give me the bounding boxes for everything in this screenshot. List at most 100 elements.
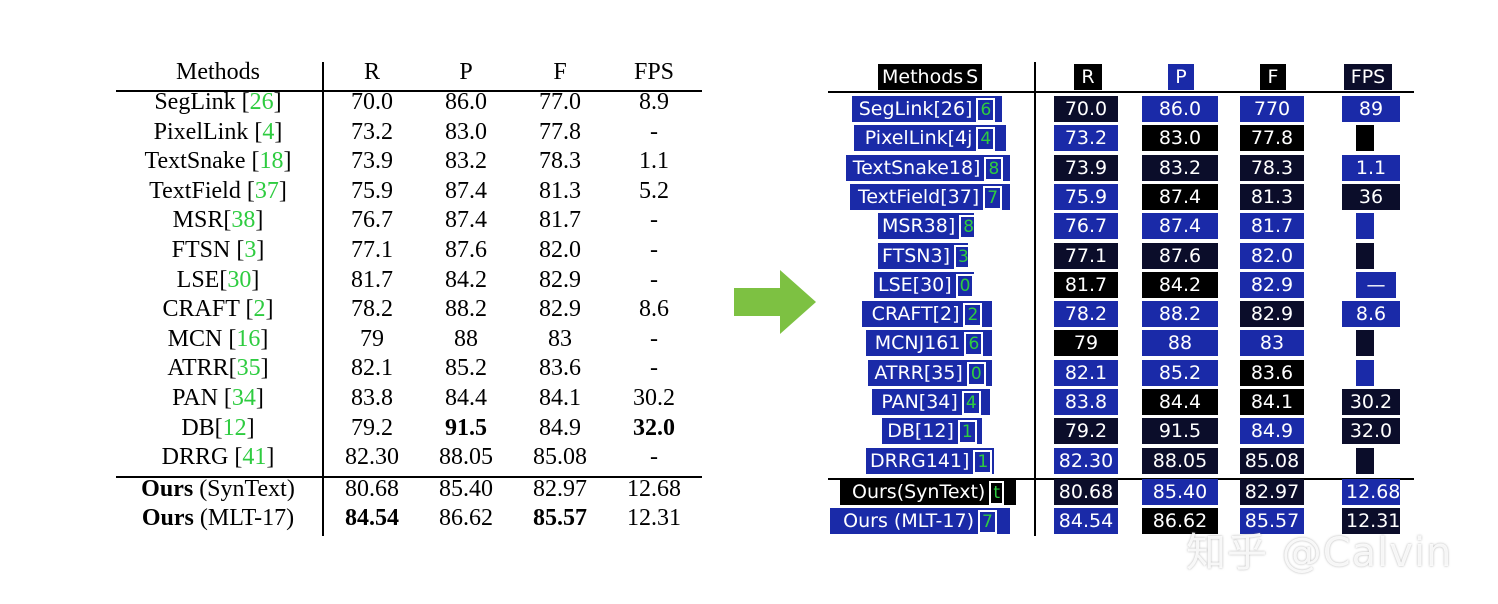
method-name: FTSN [3] — [116, 236, 320, 264]
ocr-ref-box: 8 — [984, 156, 1004, 181]
cell-fps: - — [650, 325, 658, 352]
method-name: CRAFT [2] — [116, 295, 320, 323]
cell-r: 84.54 — [345, 505, 399, 532]
ocr-ref-box: 6 — [976, 98, 996, 122]
ocr-method-text: LSE[30] — [878, 273, 952, 296]
method-label: MSR — [172, 207, 224, 234]
citation-ref: 3 — [244, 237, 257, 263]
citation-ref: 4 — [262, 118, 275, 145]
cell-p: 85.2 — [445, 355, 487, 382]
bracket-open: [ — [214, 414, 223, 441]
cell-r: 80.68 — [345, 475, 399, 502]
ocr-cell-fps — [1356, 213, 1374, 240]
ocr-method-box: PixelLink[4j 4 — [854, 125, 1006, 152]
cell-fps: - — [650, 266, 658, 293]
ocr-cell-r: 77.1 — [1054, 242, 1118, 269]
ocr-method-text: MSR38] — [882, 215, 956, 238]
cell-p: 83.0 — [445, 118, 487, 145]
cell-f: 82.9 — [539, 296, 581, 323]
ocr-cell-fps: 12.31 — [1342, 508, 1400, 535]
ocr-cell-fps: 8.6 — [1342, 301, 1400, 328]
ocr-ref-box: 2 — [963, 303, 983, 328]
method-name: TextSnake [18] — [116, 147, 320, 175]
ocr-cell-f: 84.9 — [1240, 418, 1304, 445]
cell-p: 87.6 — [445, 237, 487, 263]
citation-ref: 35 — [236, 355, 261, 382]
ocr-header-p: P — [1168, 64, 1194, 90]
header-p: P — [459, 59, 473, 85]
ocr-cell-r: 70.0 — [1054, 96, 1118, 122]
ocr-method-box: LSE[30] 0 — [874, 271, 975, 298]
cell-r: 77.1 — [351, 237, 393, 263]
ocr-ref-box: 7 — [983, 185, 1003, 210]
cell-r: 75.9 — [351, 177, 393, 204]
ocr-cell-r: 75.9 — [1054, 183, 1118, 210]
citation-ref: 38 — [231, 207, 256, 234]
method-label: CRAFT — [162, 296, 246, 323]
ocr-method-box: CRAFT[2] 2 — [862, 301, 992, 328]
method-label: PAN — [172, 385, 224, 411]
cell-r: 76.7 — [351, 207, 393, 234]
bracket-open: [ — [241, 89, 250, 115]
ocr-cell-fps — [1356, 125, 1374, 152]
ocr-method-text: Ours (MLT-17) — [843, 510, 974, 533]
ocr-cell-p: 91.5 — [1142, 418, 1218, 445]
ocr-ref-box: 1 — [957, 420, 977, 445]
ocr-cell-f: 85.57 — [1240, 508, 1304, 535]
ocr-header-fps: FPS — [1344, 64, 1392, 90]
ocr-cell-p: 84.4 — [1142, 389, 1218, 415]
bracket-close: ] — [260, 355, 269, 382]
bracket-open: [ — [223, 385, 232, 411]
ocr-method-box: MCNJ161 6 — [866, 330, 992, 357]
bracket-open: [ — [251, 148, 260, 175]
method-name: MCN [16] — [116, 325, 320, 353]
method-label: LSE — [176, 266, 220, 293]
bracket-close: ] — [266, 444, 275, 471]
ocr-ref-box: 7 — [978, 510, 997, 535]
ocr-column-divider — [1034, 62, 1036, 536]
method-name: DB[12] — [116, 414, 320, 442]
ocr-cell-fps — [1356, 330, 1374, 357]
bracket-close: ] — [273, 89, 282, 115]
ocr-cell-fps — [1356, 447, 1374, 474]
header-fps: FPS — [633, 59, 675, 85]
ocr-cell-fps: 32.0 — [1342, 418, 1400, 445]
bracket-close: ] — [256, 237, 265, 263]
cell-p: 87.4 — [445, 177, 487, 204]
ocr-ref-box: 0 — [955, 273, 975, 298]
ocr-cell-fps: 1.1 — [1342, 154, 1400, 181]
cell-f: 81.7 — [539, 207, 581, 234]
bracket-close: ] — [265, 296, 274, 323]
cell-r: 70.0 — [351, 89, 393, 115]
bracket-open: [ — [254, 118, 263, 145]
method-label: SegLink — [154, 89, 242, 115]
cell-fps: - — [650, 237, 658, 263]
cell-fps: 8.6 — [639, 296, 669, 323]
cell-f: 83.6 — [539, 355, 581, 382]
cell-p: 88.2 — [445, 296, 487, 323]
method-name: TextField [37] — [116, 177, 320, 205]
method-name: PixelLink [4] — [116, 118, 320, 146]
ocr-method-text: CRAFT[2] — [871, 303, 960, 326]
cell-f: 85.57 — [533, 505, 587, 532]
ocr-cell-r: 78.2 — [1054, 301, 1118, 328]
ocr-cell-f: 78.3 — [1240, 154, 1304, 181]
method-name: LSE[30] — [116, 266, 320, 294]
cell-fps: 8.9 — [639, 89, 669, 115]
ocr-cell-fps: 36 — [1342, 183, 1400, 210]
ocr-cell-r: 76.7 — [1054, 213, 1118, 240]
ocr-cell-p: 83.2 — [1142, 154, 1218, 181]
ocr-cell-r: 73.9 — [1054, 154, 1118, 181]
ocr-ref-box: 6 — [964, 332, 984, 357]
method-label: FTSN — [171, 237, 237, 263]
ocr-ref-box: 0 — [966, 361, 986, 386]
ocr-method-box: DRRG141] 1 — [866, 447, 994, 474]
citation-ref: 16 — [236, 325, 261, 352]
ocr-method-box: PAN[34] 4 — [872, 389, 990, 415]
ocr-header-label: Methods — [882, 66, 964, 88]
ocr-ref-box: 4 — [961, 391, 981, 415]
cell-f: 77.0 — [539, 89, 581, 115]
arrow-right-icon — [734, 270, 816, 334]
ocr-cell-f: 82.0 — [1240, 242, 1304, 269]
citation-ref: 12 — [222, 414, 247, 441]
